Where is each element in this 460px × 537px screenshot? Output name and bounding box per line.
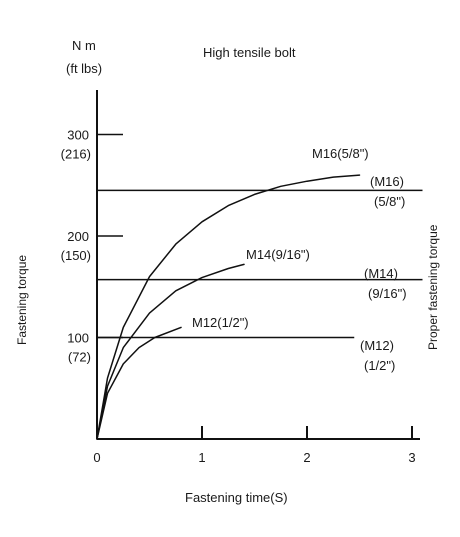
y-tick-label: 200 xyxy=(67,229,89,244)
proper-torque-sublabel: (9/16") xyxy=(368,286,407,301)
proper-torque-sublabel: (1/2") xyxy=(364,358,395,373)
y-unit-label: N m xyxy=(72,38,96,53)
y-unit-sublabel: (ft lbs) xyxy=(66,61,102,76)
proper-torque-title: Proper fastening torque xyxy=(426,224,440,350)
proper-torque-label: (M12) xyxy=(360,338,394,353)
torque-curve xyxy=(97,264,244,439)
torque-curve xyxy=(97,327,181,439)
y-axis-title: Fastening torque xyxy=(15,255,29,345)
series-label: M12(1/2") xyxy=(192,315,249,330)
x-tick-label: 2 xyxy=(303,450,310,465)
proper-torque-label: (M16) xyxy=(370,174,404,189)
torque-curve xyxy=(97,175,360,439)
x-tick-label: 3 xyxy=(408,450,415,465)
proper-torque-label: (M14) xyxy=(364,266,398,281)
y-tick-sublabel: (216) xyxy=(61,147,91,162)
y-tick-label: 300 xyxy=(67,128,89,143)
curve-group: M16(5/8")(M16) (5/8") M14(9/16") (M14) (9/16… xyxy=(97,146,423,439)
proper-torque-sublabel: (5/8") xyxy=(374,194,405,209)
y-tick-sublabel: (72) xyxy=(68,350,91,365)
x-tick-label: 0 xyxy=(93,450,100,465)
series-label: M14(9/16") xyxy=(246,247,310,262)
tick-group: 100 (72) 200 (150) 300 (216) 0 1 2 3 xyxy=(61,128,416,466)
y-tick-sublabel: (150) xyxy=(61,248,91,263)
x-tick-label: 1 xyxy=(198,450,205,465)
series-label: M16(5/8") xyxy=(312,146,369,161)
y-tick-label: 100 xyxy=(67,331,89,346)
chart-title: High tensile bolt xyxy=(203,45,296,60)
x-axis-title: Fastening time(S) xyxy=(185,490,288,505)
